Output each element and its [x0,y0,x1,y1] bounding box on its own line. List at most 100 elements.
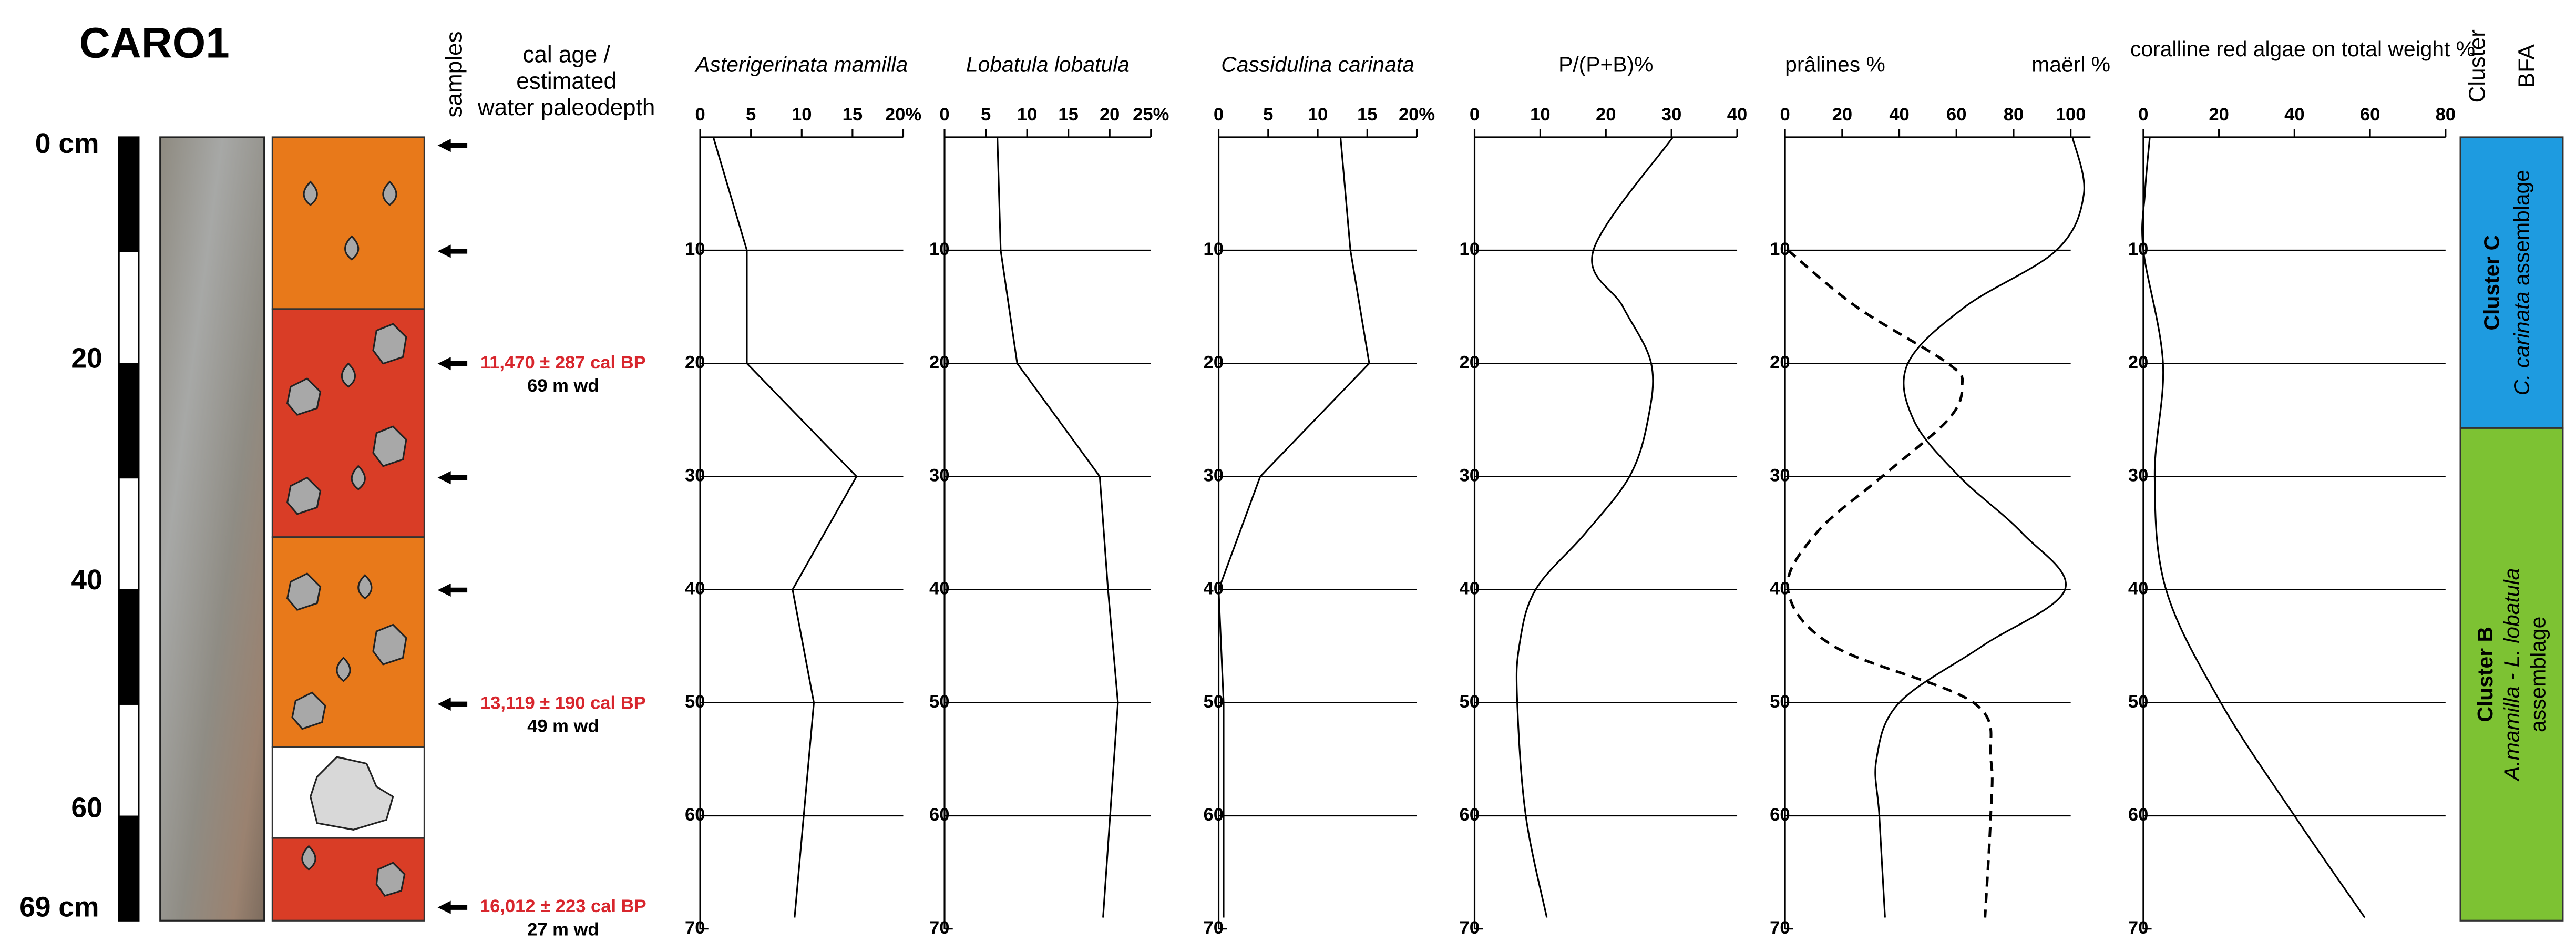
scale-bar [118,136,140,922]
y-tick-label: 70 [1770,918,1790,938]
panel: Cassidulina carinata 0 5 10 15 20% 10 20 30 40 50 6… [1204,53,1435,938]
x-tick-label: 5 [1263,105,1273,125]
data-line [1874,137,2085,918]
date-age: 13,119 ± 190 cal BP [480,693,646,713]
y-tick-label: 60 [685,805,705,825]
y-tick-label: 20 [929,352,949,372]
y-tick-label: 30 [685,466,705,486]
core-title: CARO1 [79,19,230,67]
series-label: prâlines % [1785,53,1885,77]
x-tick-label: 5 [746,105,756,125]
x-tick-label: 0 [939,105,949,125]
y-tick-label: 70 [2128,918,2148,938]
x-tick-label: 20 [1596,105,1616,125]
title-box: coralline red algae on total weight % [2130,36,2475,61]
y-tick-label: 60 [929,805,949,825]
y-tick-label: 10 [685,239,705,259]
x-tick-label: 20% [1399,105,1435,125]
depth-label: 0 cm [35,128,99,159]
y-tick-label: 10 [2128,239,2148,259]
y-tick-label: 40 [1204,579,1224,599]
x-tick-label: 0 [1780,105,1790,125]
y-tick-label: 40 [1459,579,1479,599]
x-tick-label: 5 [981,105,991,125]
y-tick-label: 20 [685,352,705,372]
header-line: estimated [516,68,617,94]
y-tick-label: 40 [2128,579,2148,599]
x-tick-label: 15 [1357,105,1377,125]
y-tick-label: 30 [1204,466,1224,486]
x-tick-label: 20 [1832,105,1852,125]
x-tick-label: 60 [2360,105,2380,125]
y-tick-label: 20 [1770,352,1790,372]
cluster-desc-part: assemblage [2509,170,2533,285]
y-tick-label: 60 [1459,805,1479,825]
y-tick-label: 10 [1459,239,1479,259]
x-tick-label: 15 [843,105,863,125]
y-tick-label: 50 [685,692,705,712]
cal-age-header: cal age / estimated water paleodepth [477,42,655,121]
data-line [1786,249,1994,918]
x-tick-label: 20 [1100,105,1120,125]
y-tick-label: 50 [1204,692,1224,712]
panel: Lobatula lobatula 0 5 10 15 20 25% 10 20 30 40 50 60… [929,53,1169,938]
header-line: water paleodepth [477,95,655,120]
sample-arrows [437,139,468,914]
date-wd: 49 m wd [527,716,599,736]
y-tick-label: 50 [929,692,949,712]
x-tick-label: 60 [1946,105,1966,125]
cluster-labels: Cluster C C. carinata assemblage Cluster… [2473,170,2550,782]
cluster-b-box [2459,427,2564,922]
depth-label: 40 [71,565,102,596]
data-line [712,137,858,918]
date-age: 11,470 ± 287 cal BP [480,353,646,373]
y-tick-label: 10 [1204,239,1224,259]
y-tick-label: 40 [685,579,705,599]
x-tick-label: 25% [1133,105,1169,125]
dates: 11,470 ± 287 cal BP 69 m wd 13,119 ± 190… [480,353,646,939]
x-tick-label: 30 [1661,105,1681,125]
y-tick-label: 30 [929,466,949,486]
samples-header: samples [442,32,467,118]
x-tick-label: 0 [2138,105,2148,125]
cluster-name: Cluster B [2473,627,2497,722]
cluster-desc: C. carinata assemblage [2509,170,2533,395]
data-line [1515,137,1674,918]
x-tick-label: 0 [1214,105,1224,125]
y-tick-label: 30 [1459,466,1479,486]
date-age: 16,012 ± 223 cal BP [480,896,646,916]
panel: coralline red algae on total weight % 0 20… [2128,36,2475,938]
y-tick-label: 60 [1204,805,1224,825]
header-line: cal age / [522,42,610,68]
x-tick-label: 10 [1017,105,1037,125]
x-tick-label: 20 [2209,105,2229,125]
panel-title: Lobatula lobatula [966,53,1130,77]
panel: P/(P+B)% 0 10 20 30 40 10 20 30 40 50 60 70 [1459,53,1747,938]
x-tick-label: 0 [695,105,705,125]
cluster-c-box [2459,136,2564,429]
x-tick-label: 10 [1308,105,1328,125]
y-tick-label: 10 [929,239,949,259]
date-wd: 69 m wd [527,376,599,396]
x-tick-label: 20% [885,105,921,125]
cluster-header-text: BFA [2514,44,2540,88]
y-tick-label: 60 [2128,805,2148,825]
cluster-desc: A.mamilla - L. lobatula [2499,568,2523,782]
x-tick-label: 40 [2284,105,2304,125]
y-tick-label: 50 [1770,692,1790,712]
x-tick-label: 10 [792,105,812,125]
data-line [1217,137,1370,918]
data-line [2141,137,2366,918]
x-tick-label: 80 [2004,105,2024,125]
y-tick-label: 30 [1770,466,1790,486]
series-label: maërl % [2031,53,2110,77]
x-tick-label: 15 [1058,105,1078,125]
cluster-header: Cluster BFA [2464,29,2539,103]
y-tick-label: 50 [1459,692,1479,712]
y-tick-label: 20 [1459,352,1479,372]
y-tick-label: 20 [1204,352,1224,372]
cluster-desc-part: C. carinata [2509,292,2533,396]
